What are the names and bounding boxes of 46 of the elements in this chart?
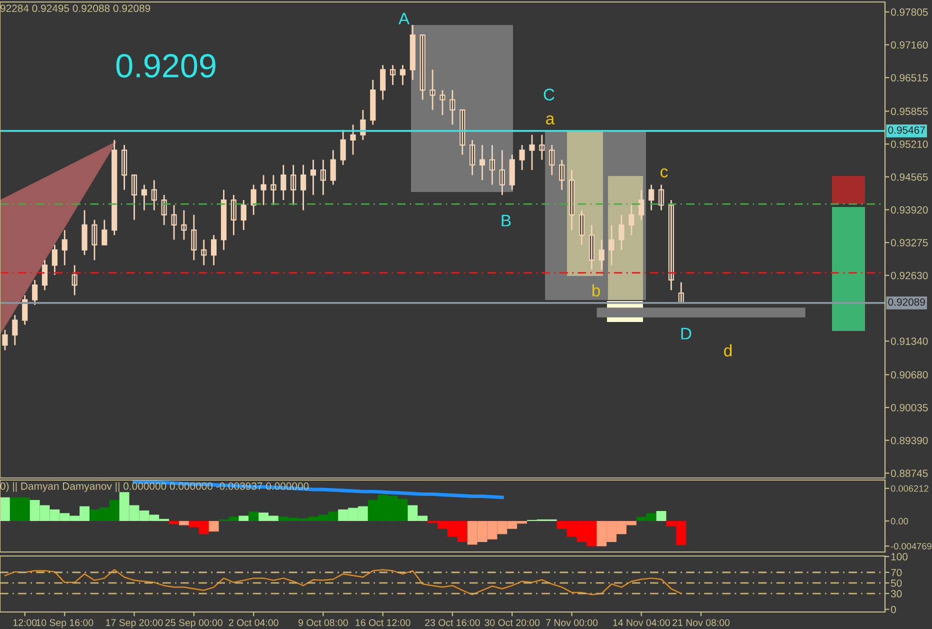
y-tick-label: 0.00 xyxy=(890,518,908,524)
x-tick-label: 21 Nov 08:00 xyxy=(672,619,730,626)
y-tick-label: 0.006212 xyxy=(890,485,928,492)
y-tick-label: 0.90680 xyxy=(890,371,928,379)
x-tick-label: 30 Oct 20:00 xyxy=(484,619,540,626)
ref-line-label: 0.95467 xyxy=(888,126,925,134)
y-tick-label: 0.97160 xyxy=(890,41,928,49)
annotation: C xyxy=(544,88,554,100)
y-tick-label: -0.004769 xyxy=(890,542,932,550)
y-tick-label: 0.94565 xyxy=(890,173,928,181)
y-tick-label: 50 xyxy=(890,579,902,587)
y-tick-label: 70 xyxy=(891,568,902,576)
annotation: A xyxy=(398,12,410,24)
y-tick-label: 100 xyxy=(891,553,908,560)
y-tick-label: 0.93920 xyxy=(890,206,928,214)
x-tick-label: 16 Oct 12:00 xyxy=(356,619,410,626)
annotation: 92284 0.92495 0.92088 0.92089 xyxy=(0,4,150,12)
annotation: B xyxy=(502,214,511,226)
x-tick-label: 17 Sep 20:00 xyxy=(106,619,163,628)
y-tick-label: 30 xyxy=(890,590,902,598)
x-tick-label: 23 Oct 16:00 xyxy=(425,619,480,626)
x-tick-label: 10 Sep 16:00 xyxy=(36,619,94,628)
x-tick-label: 12:00 xyxy=(13,619,37,626)
y-tick-label: 0.92630 xyxy=(890,272,928,280)
y-tick-label: 0.91340 xyxy=(890,338,928,345)
x-tick-label: 14 Nov 04:00 xyxy=(613,619,670,626)
y-tick-label: 0.88745 xyxy=(890,470,928,478)
annotation: b xyxy=(592,284,600,296)
x-tick-label: 2 Oct 04:00 xyxy=(228,619,278,626)
annotation: 0.9209 xyxy=(116,54,216,78)
annotation: a xyxy=(546,115,555,124)
y-tick-label: 0.95210 xyxy=(890,140,928,148)
x-tick-label: 7 Nov 00:00 xyxy=(546,619,598,626)
y-tick-label: 0.90035 xyxy=(890,404,928,412)
annotation: d xyxy=(724,344,732,356)
annotation: c xyxy=(660,168,668,178)
y-tick-label: 0.95855 xyxy=(890,108,928,116)
ref-line-label: 0.92089 xyxy=(888,298,925,306)
y-tick-label: 0.89390 xyxy=(890,436,928,444)
y-tick-label: 0.93275 xyxy=(890,239,928,246)
y-tick-label: 0 xyxy=(890,606,896,614)
y-tick-label: 0.96515 xyxy=(890,74,928,82)
x-tick-label: 9 Oct 08:00 xyxy=(298,619,348,626)
y-tick-label: 0.97805 xyxy=(890,8,928,16)
annotation: D xyxy=(681,328,692,340)
x-tick-label: 25 Sep 00:00 xyxy=(165,619,222,628)
